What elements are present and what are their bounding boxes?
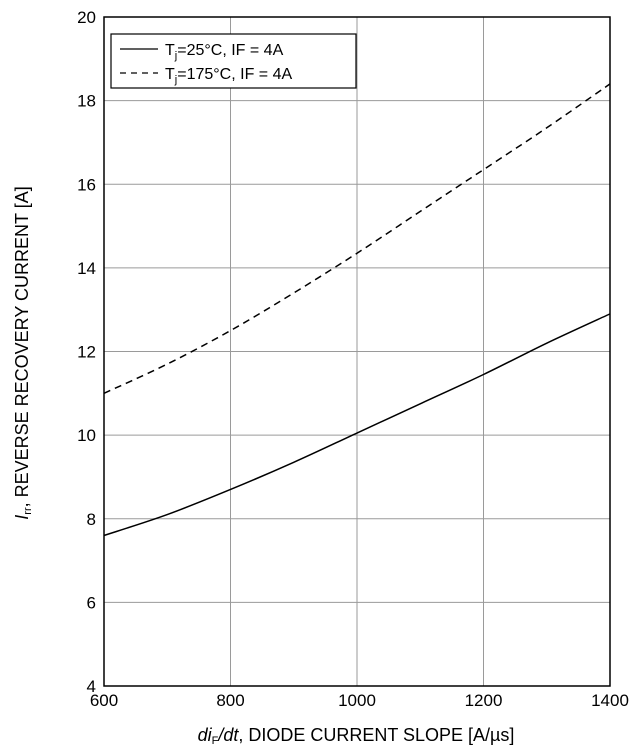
x-tick-label: 1200 <box>465 691 503 710</box>
x-tick-label: 1400 <box>591 691 629 710</box>
y-tick-label: 12 <box>77 343 96 362</box>
series-line-2 <box>103 83 611 394</box>
y-tick-label: 6 <box>87 593 96 612</box>
plot-frame <box>103 16 611 687</box>
y-tick-label: 4 <box>87 677 96 696</box>
legend-entry-1: Tj=25°C, IF = 4A <box>165 42 284 62</box>
x-tick-label: 800 <box>216 691 244 710</box>
legend-entry-2: Tj=175°C, IF = 4A <box>165 66 292 86</box>
legend-box <box>110 33 357 89</box>
legend: Tj=25°C, IF = 4A Tj=175°C, IF = 4A <box>110 33 357 89</box>
series-group <box>103 83 611 537</box>
y-axis-title: Irr, REVERSE RECOVERY CURRENT [A] <box>12 186 34 519</box>
x-axis-title: diF/dt, DIODE CURRENT SLOPE [A/µs] <box>198 725 515 747</box>
y-tick-label: 18 <box>77 92 96 111</box>
grid <box>104 17 610 686</box>
x-tick-label: 600 <box>90 691 118 710</box>
y-tick-label: 16 <box>77 175 96 194</box>
y-tick-label: 14 <box>77 259 96 278</box>
x-tick-label: 1000 <box>338 691 376 710</box>
series-line-1 <box>103 313 611 537</box>
tick-labels: 600 800 1000 1200 1400 4 6 8 10 12 14 16 18 20 <box>77 8 629 710</box>
y-tick-label: 10 <box>77 426 96 445</box>
y-tick-label: 20 <box>77 8 96 27</box>
y-tick-label: 8 <box>87 510 96 529</box>
